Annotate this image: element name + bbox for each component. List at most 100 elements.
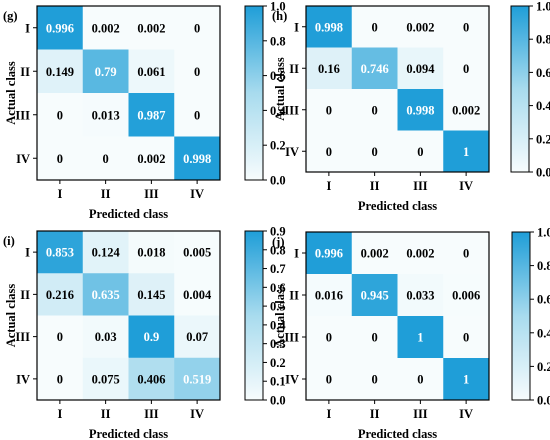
heatmap-cell bbox=[37, 93, 84, 137]
cell-value-label: 0 bbox=[417, 145, 423, 159]
heatmap-cell bbox=[82, 315, 129, 359]
cell-value-label: 0.635 bbox=[92, 288, 120, 302]
y-tick-label: III bbox=[284, 103, 299, 117]
y-tick-label: III bbox=[15, 108, 30, 122]
heatmap-cell bbox=[306, 130, 353, 173]
cell-value-label: 0.216 bbox=[46, 288, 74, 302]
heatmap-cell bbox=[351, 6, 398, 48]
heatmap-cell bbox=[174, 93, 221, 137]
panel-g: 0.996 0.002 0.002 0 0.149 0.79 0.061 0 0 0.013 0.9… bbox=[3, 0, 286, 221]
cell-value-label: 0.018 bbox=[137, 246, 165, 260]
colorbar-tick-label: 0.2 bbox=[536, 132, 550, 146]
cell-value-label: 1 bbox=[417, 331, 423, 345]
heatmap-cell bbox=[443, 358, 490, 401]
cell-value-label: 0.094 bbox=[406, 62, 435, 76]
heatmap-cell bbox=[351, 89, 398, 131]
y-axis-label: Actual class bbox=[273, 57, 287, 121]
y-tick-label: I bbox=[25, 21, 30, 35]
heatmap-cell bbox=[351, 130, 398, 173]
colorbar-tick-label: 0.9 bbox=[270, 225, 286, 239]
x-tick-label: I bbox=[326, 179, 331, 193]
heatmap-cell bbox=[397, 316, 444, 359]
heatmap-cell bbox=[306, 274, 353, 317]
cell-value-label: 0 bbox=[372, 145, 378, 159]
x-axis-label: Predicted class bbox=[358, 199, 437, 213]
cell-value-label: 0.145 bbox=[137, 288, 165, 302]
cell-value-label: 0 bbox=[326, 331, 332, 345]
heatmap-cell bbox=[37, 136, 84, 181]
heatmap-cell bbox=[174, 231, 221, 274]
heatmap-cell bbox=[397, 274, 444, 317]
heatmap-cell bbox=[306, 47, 353, 90]
cell-value-label: 0 bbox=[103, 152, 109, 166]
cell-value-label: 0 bbox=[326, 145, 332, 159]
heatmap-cell bbox=[306, 358, 353, 401]
heatmap-cell bbox=[37, 357, 84, 401]
x-tick-label: II bbox=[370, 179, 380, 193]
colorbar: 0.0 0.2 0.4 0.6 0.8 1.0 bbox=[510, 0, 550, 180]
colorbar-tick-label: 0.7 bbox=[270, 262, 286, 276]
cell-value-label: 0.002 bbox=[406, 20, 434, 34]
colorbar-scale bbox=[244, 230, 264, 401]
heatmap-cell bbox=[37, 231, 84, 274]
heatmap-cell bbox=[82, 6, 129, 50]
panel-j: 0.996 0.002 0.002 0 0.016 0.945 0.033 0.006 0 0 1 0… bbox=[272, 226, 550, 440]
cell-value-label: 0 bbox=[463, 331, 469, 345]
heatmap-cell bbox=[37, 6, 84, 50]
cell-value-label: 0 bbox=[194, 21, 200, 35]
cell-value-label: 0 bbox=[57, 108, 63, 122]
heatmap-cell bbox=[397, 89, 444, 131]
heatmap-cell bbox=[351, 316, 398, 359]
cell-value-label: 0 bbox=[326, 103, 332, 117]
heatmap-cell bbox=[443, 89, 490, 131]
colorbar-tick-label: 0.6 bbox=[270, 69, 286, 83]
x-tick-label: I bbox=[57, 407, 62, 421]
x-tick-label: III bbox=[413, 407, 428, 421]
heatmap-cell bbox=[397, 130, 444, 173]
x-axis-label: Predicted class bbox=[358, 427, 437, 440]
x-tick-label: I bbox=[326, 407, 331, 421]
y-tick-label: II bbox=[20, 288, 30, 302]
heatmap-cell bbox=[82, 93, 129, 137]
heatmap-cell bbox=[174, 136, 221, 181]
cell-value-label: 0.016 bbox=[315, 289, 343, 303]
x-tick-label: II bbox=[101, 407, 111, 421]
heatmap-cell bbox=[306, 316, 353, 359]
heatmap-cell bbox=[37, 315, 84, 359]
cell-value-label: 0.16 bbox=[318, 62, 340, 76]
y-tick-label: I bbox=[294, 20, 299, 34]
panel-label: (h) bbox=[272, 9, 287, 23]
panel-label: (i) bbox=[3, 234, 15, 248]
colorbar-tick-label: 0.0 bbox=[536, 166, 550, 180]
x-tick-label: IV bbox=[190, 407, 204, 421]
cell-value-label: 0.002 bbox=[137, 152, 165, 166]
colorbar-tick-label: 0.4 bbox=[537, 326, 550, 340]
colorbar-tick-label: 0.3 bbox=[270, 337, 286, 351]
heatmap-cell bbox=[306, 6, 353, 48]
cell-value-label: 0.519 bbox=[183, 372, 211, 386]
y-axis-label: Actual class bbox=[4, 61, 18, 125]
cell-value-label: 0 bbox=[326, 373, 332, 387]
cell-value-label: 0.945 bbox=[361, 289, 389, 303]
heatmap-cell bbox=[397, 47, 444, 90]
x-axis-label: Predicted class bbox=[89, 427, 168, 440]
cell-value-label: 0.005 bbox=[183, 246, 211, 260]
heatmap-cell bbox=[443, 6, 490, 48]
x-tick-label: II bbox=[101, 187, 111, 201]
heatmap-cell bbox=[443, 47, 490, 90]
cell-value-label: 0.002 bbox=[92, 21, 120, 35]
heatmap-cell bbox=[397, 6, 444, 48]
colorbar-tick-label: 0.0 bbox=[270, 394, 286, 408]
colorbar-tick-label: 0.5 bbox=[270, 300, 286, 314]
cell-value-label: 0 bbox=[372, 331, 378, 345]
cell-value-label: 0.03 bbox=[95, 330, 117, 344]
colorbar: 0.0 0.1 0.2 0.3 0.4 0.5 0.6 0.7 0.8 0.9 bbox=[244, 225, 286, 408]
x-tick-label: III bbox=[413, 179, 428, 193]
colorbar-tick-label: 0.6 bbox=[536, 66, 550, 80]
heatmap-cell bbox=[37, 49, 84, 94]
colorbar-tick-label: 0.4 bbox=[270, 318, 286, 332]
colorbar-tick-label: 0.8 bbox=[270, 34, 286, 48]
cell-value-label: 0.002 bbox=[137, 21, 165, 35]
heatmap-cell bbox=[174, 49, 221, 94]
